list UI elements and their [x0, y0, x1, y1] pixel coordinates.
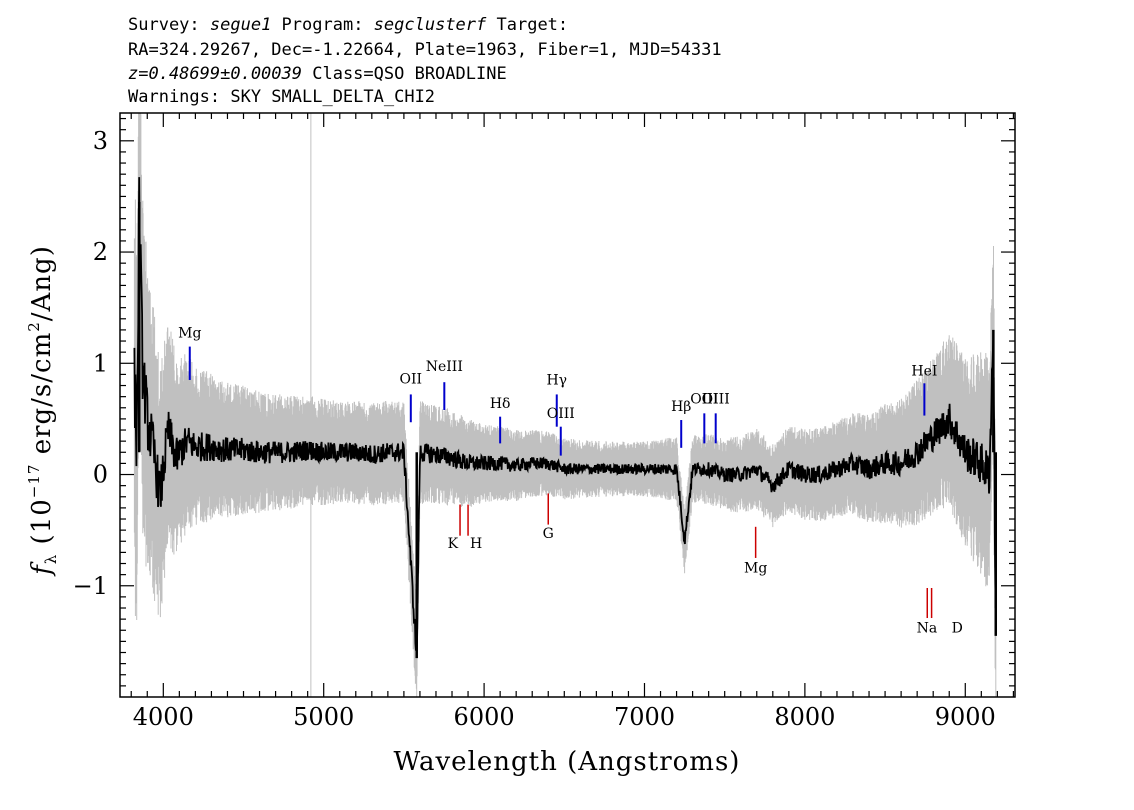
emission-line-label: Hβ: [671, 399, 691, 415]
x-tick-label: 4000: [133, 703, 194, 731]
header-part: Program:: [271, 15, 373, 35]
header-part: Class=QSO BROADLINE: [302, 64, 507, 84]
header-line-1: Survey: segue1 Program: segclusterf Targ…: [128, 15, 568, 35]
emission-line-label: OIII: [690, 391, 718, 407]
x-tick-label: 9000: [935, 703, 996, 731]
header-part: segue1: [210, 15, 271, 35]
absorption-line-label: Mg: [744, 560, 767, 576]
x-tick-label: 6000: [454, 703, 515, 731]
emission-line-label: OIII: [547, 406, 575, 422]
header-part: Target:: [486, 15, 568, 35]
axes: 4000 5000 6000 7000 8000 9000 −1 0 1 2 3: [73, 112, 1016, 731]
y-tick-label: 2: [93, 238, 108, 266]
plot-frame: [119, 112, 1016, 698]
header-line-4: Warnings: SKY SMALL_DELTA_CHI2: [128, 87, 435, 107]
emission-line-label: OIII: [702, 391, 730, 407]
x-axis-title: Wavelength (Angstroms): [394, 747, 741, 777]
y-tick-label: −1: [73, 572, 108, 600]
emission-line-label: Mg: [178, 326, 201, 342]
absorption-line-label: D: [952, 620, 963, 636]
x-tick-label: 7000: [614, 703, 675, 731]
x-tick-label: 8000: [774, 703, 835, 731]
absorption-line-label: H: [470, 536, 482, 552]
emission-line-label: Hγ: [546, 372, 567, 388]
emission-line-label: OII: [400, 371, 423, 387]
absorption-line-label: G: [543, 526, 554, 542]
header-part: segclusterf: [374, 15, 487, 35]
emission-line-label: NeIII: [426, 359, 463, 375]
x-tick-label: 5000: [293, 703, 354, 731]
header-part: z=0.48699±0.00039: [128, 64, 302, 84]
header-line-3: z=0.48699±0.00039 Class=QSO BROADLINE: [128, 64, 507, 84]
plot-header: Survey: segue1 Program: segclusterf Targ…: [128, 15, 722, 107]
y-tick-label: 1: [93, 349, 108, 377]
y-tick-label: 3: [93, 127, 108, 155]
y-tick-label: 0: [93, 461, 108, 489]
flux-path: [133, 177, 997, 651]
emission-line-label: Hδ: [490, 396, 511, 412]
absorption-line-label: Na: [917, 620, 938, 636]
header-part: Survey:: [128, 15, 210, 35]
header-line-2: RA=324.29267, Dec=-1.22664, Plate=1963, …: [128, 40, 722, 60]
y-axis-title: fλ (10−17 erg/s/cm2/Ang): [25, 245, 60, 577]
emission-line-label: HeI: [911, 364, 937, 380]
flux-series: [133, 177, 998, 659]
absorption-line-label: K: [448, 536, 459, 552]
